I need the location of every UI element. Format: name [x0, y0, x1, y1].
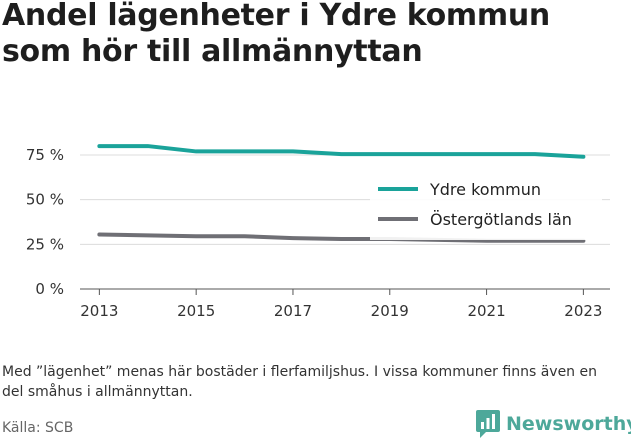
legend-label: Östergötlands län [430, 210, 572, 229]
x-tick-label: 2013 [80, 302, 118, 320]
y-tick-label: 50 % [26, 191, 64, 209]
x-axis: 2013 2015 2017 2019 2021 2023 [80, 289, 602, 320]
y-tick-label: 75 % [26, 146, 64, 164]
source-label: Källa: SCB [2, 420, 74, 436]
newsworthy-brand[interactable]: Newsworthy [476, 410, 631, 438]
y-axis: 0 % 25 % 50 % 75 % [26, 146, 64, 298]
chart-title: Andel lägenheter i Ydre kommun som hör t… [2, 0, 550, 69]
x-tick-label: 2017 [274, 302, 312, 320]
legend: Ydre kommun Östergötlands län [370, 172, 602, 240]
x-tick-label: 2021 [467, 302, 505, 320]
line-chart: 0 % 25 % 50 % 75 % 2013 2015 2017 2019 2021 2023… [26, 144, 610, 320]
series-lines [97, 144, 586, 243]
y-tick-label: 0 % [35, 280, 64, 298]
x-tick-label: 2015 [177, 302, 215, 320]
bar-chart-logo-icon [476, 410, 500, 438]
footnote: Med ”lägenhet” menas här bostäder i fler… [2, 364, 597, 400]
x-tick-label: 2023 [564, 302, 602, 320]
series-line-1 [97, 232, 586, 243]
legend-background [370, 172, 602, 240]
brand-name: Newsworthy [506, 413, 631, 435]
legend-label: Ydre kommun [429, 180, 541, 199]
series-line-0 [97, 144, 586, 159]
y-tick-label: 25 % [26, 235, 64, 253]
x-tick-label: 2019 [371, 302, 409, 320]
